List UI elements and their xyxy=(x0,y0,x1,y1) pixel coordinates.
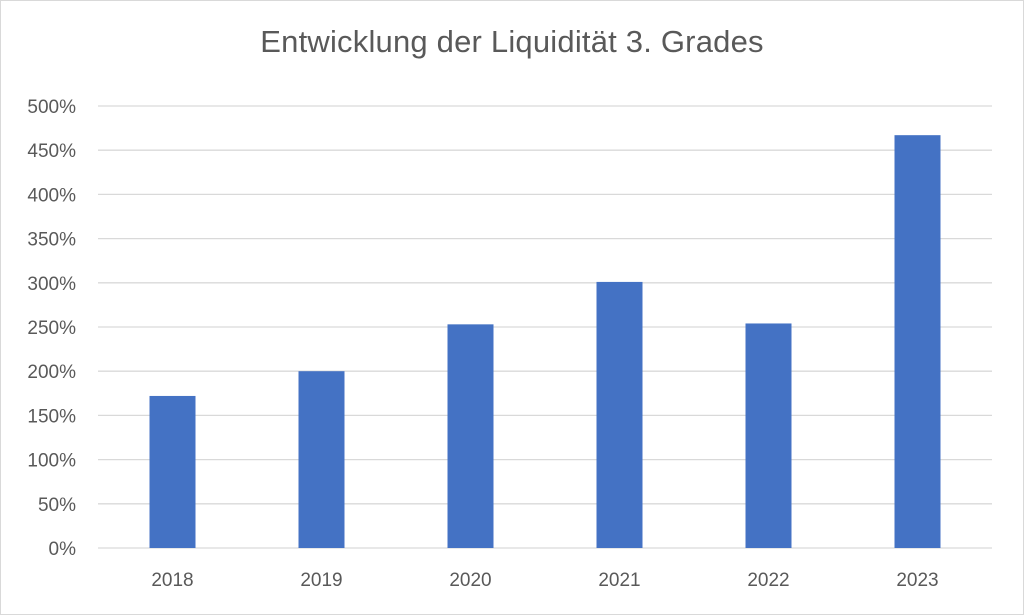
bar-2023 xyxy=(894,135,941,548)
x-tick-label: 2023 xyxy=(896,570,938,591)
y-tick-label: 450% xyxy=(27,141,76,162)
x-tick-label: 2020 xyxy=(449,570,491,591)
bar-2018 xyxy=(149,395,196,548)
x-tick-label: 2018 xyxy=(151,570,193,591)
y-tick-label: 200% xyxy=(27,362,76,383)
bar-2021 xyxy=(596,281,643,548)
bars xyxy=(149,135,941,548)
y-tick-label: 500% xyxy=(27,97,76,118)
bar-2020 xyxy=(447,324,494,548)
x-tick-label: 2019 xyxy=(300,570,342,591)
gridlines xyxy=(98,105,992,549)
bar-2019 xyxy=(298,371,345,548)
x-tick-label: 2022 xyxy=(747,570,789,591)
chart-title: Entwicklung der Liquidität 3. Grades xyxy=(260,24,764,59)
y-tick-label: 50% xyxy=(38,495,76,516)
y-tick-label: 0% xyxy=(49,539,77,560)
y-tick-label: 250% xyxy=(27,318,76,339)
y-tick-label: 300% xyxy=(27,274,76,295)
x-tick-label: 2021 xyxy=(598,570,640,591)
y-axis-ticks: 0% 50% 100% 150% 200% 250% 300% 350% 400% 450% 500… xyxy=(27,97,76,560)
y-tick-label: 400% xyxy=(27,185,76,206)
y-tick-label: 150% xyxy=(27,406,76,427)
bar-2022 xyxy=(745,323,792,548)
y-tick-label: 100% xyxy=(27,451,76,472)
y-tick-label: 350% xyxy=(27,230,76,251)
x-axis-ticks: 2018 2019 2020 2021 2022 2023 xyxy=(151,570,938,591)
